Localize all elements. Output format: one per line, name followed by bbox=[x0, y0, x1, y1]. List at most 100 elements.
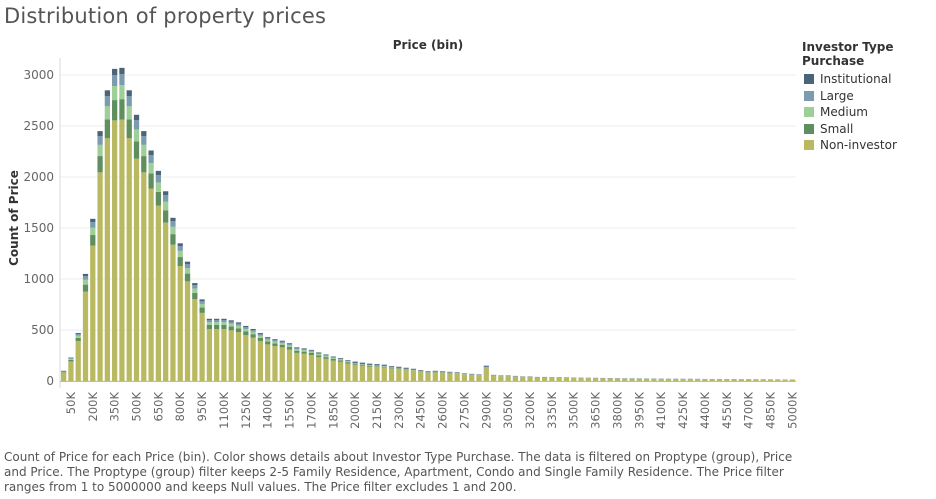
bar-segment-non-investor[interactable] bbox=[345, 363, 351, 381]
bar-1150K[interactable] bbox=[228, 320, 234, 381]
bar-segment-non-investor[interactable] bbox=[680, 379, 686, 381]
bar-segment-large[interactable] bbox=[170, 221, 176, 227]
bar-segment-institutional[interactable] bbox=[447, 371, 453, 373]
bar-segment-large[interactable] bbox=[192, 285, 198, 289]
bar-3550K[interactable] bbox=[578, 377, 584, 381]
bar-segment-small[interactable] bbox=[352, 364, 358, 365]
bar-segment-non-investor[interactable] bbox=[155, 205, 161, 381]
bar-3750K[interactable] bbox=[607, 378, 613, 381]
bar-segment-non-investor[interactable] bbox=[243, 335, 249, 381]
bar-4800K[interactable] bbox=[760, 379, 766, 381]
bar-segment-non-investor[interactable] bbox=[636, 378, 642, 381]
bar-segment-small[interactable] bbox=[141, 156, 147, 173]
bar-segment-medium[interactable] bbox=[133, 129, 140, 142]
bar-3900K[interactable] bbox=[629, 378, 635, 381]
bar-segment-non-investor[interactable] bbox=[381, 367, 387, 381]
bar-segment-non-investor[interactable] bbox=[199, 312, 205, 381]
bar-3350K[interactable] bbox=[549, 377, 555, 381]
bar-segment-large[interactable] bbox=[97, 136, 103, 145]
bar-2900K[interactable] bbox=[483, 365, 489, 381]
bar-segment-non-investor[interactable] bbox=[600, 378, 606, 381]
bar-segment-institutional[interactable] bbox=[221, 318, 227, 321]
bar-segment-medium[interactable] bbox=[250, 331, 256, 335]
bar-segment-institutional[interactable] bbox=[148, 150, 154, 156]
bar-segment-large[interactable] bbox=[133, 120, 140, 130]
bar-segment-small[interactable] bbox=[381, 366, 387, 368]
bar-segment-large[interactable] bbox=[141, 136, 147, 145]
bar-segment-institutional[interactable] bbox=[82, 273, 89, 277]
bar-2650K[interactable] bbox=[447, 371, 453, 381]
bar-segment-non-investor[interactable] bbox=[702, 379, 708, 381]
bar-segment-medium[interactable] bbox=[119, 85, 125, 100]
bar-segment-small[interactable] bbox=[272, 343, 278, 347]
bar-segment-institutional[interactable] bbox=[214, 318, 220, 321]
bar-4000K[interactable] bbox=[643, 378, 650, 381]
bar-segment-non-investor[interactable] bbox=[410, 370, 417, 381]
bar-segment-small[interactable] bbox=[90, 235, 96, 246]
bar-segment-non-investor[interactable] bbox=[658, 378, 664, 381]
bar-segment-large[interactable] bbox=[177, 246, 183, 251]
bar-segment-small[interactable] bbox=[199, 307, 205, 313]
bar-segment-non-investor[interactable] bbox=[607, 378, 613, 381]
bar-segment-institutional[interactable] bbox=[141, 131, 147, 137]
bar-2600K[interactable] bbox=[439, 371, 446, 381]
bar-segment-small[interactable] bbox=[119, 99, 125, 120]
bar-segment-small[interactable] bbox=[403, 369, 409, 370]
bar-segment-non-investor[interactable] bbox=[643, 378, 650, 381]
bar-segment-institutional[interactable] bbox=[184, 261, 191, 265]
bar-segment-small[interactable] bbox=[250, 334, 256, 338]
bar-segment-non-investor[interactable] bbox=[673, 379, 679, 381]
bar-3300K[interactable] bbox=[541, 376, 548, 381]
bar-segment-non-investor[interactable] bbox=[141, 172, 147, 381]
bar-segment-medium[interactable] bbox=[235, 325, 242, 329]
bar-3100K[interactable] bbox=[512, 375, 519, 381]
bar-4200K[interactable] bbox=[673, 378, 679, 381]
bar-segment-institutional[interactable] bbox=[418, 370, 424, 371]
bar-segment-non-investor[interactable] bbox=[388, 368, 395, 381]
bar-segment-non-investor[interactable] bbox=[148, 188, 154, 381]
bar-2550K[interactable] bbox=[432, 370, 438, 381]
bar-segment-large[interactable] bbox=[257, 334, 264, 336]
bar-segment-non-investor[interactable] bbox=[206, 329, 213, 381]
bar-segment-non-investor[interactable] bbox=[82, 291, 89, 381]
bar-400K[interactable] bbox=[119, 67, 125, 381]
legend-item-small[interactable]: Small bbox=[802, 121, 936, 138]
bar-segment-small[interactable] bbox=[235, 328, 242, 333]
bar-segment-large[interactable] bbox=[279, 341, 285, 343]
bar-2750K[interactable] bbox=[461, 373, 468, 381]
bar-segment-non-investor[interactable] bbox=[534, 377, 540, 381]
bar-segment-institutional[interactable] bbox=[352, 361, 358, 363]
bar-4250K[interactable] bbox=[680, 378, 686, 381]
bar-segment-medium[interactable] bbox=[148, 163, 154, 174]
bar-segment-institutional[interactable] bbox=[163, 191, 169, 196]
bar-segment-small[interactable] bbox=[104, 119, 110, 139]
bar-segment-institutional[interactable] bbox=[199, 299, 205, 302]
bar-segment-small[interactable] bbox=[265, 341, 271, 345]
bar-550K[interactable] bbox=[141, 131, 147, 381]
bar-segment-non-investor[interactable] bbox=[556, 377, 562, 381]
bar-segment-institutional[interactable] bbox=[279, 340, 285, 342]
bar-segment-non-investor[interactable] bbox=[323, 358, 329, 381]
bar-segment-non-investor[interactable] bbox=[520, 377, 526, 381]
bar-segment-non-investor[interactable] bbox=[454, 373, 460, 381]
bar-2250K[interactable] bbox=[388, 366, 395, 381]
bar-1450K[interactable] bbox=[272, 339, 278, 381]
bar-segment-small[interactable] bbox=[148, 173, 154, 189]
bar-segment-medium[interactable] bbox=[184, 268, 191, 274]
bar-segment-institutional[interactable] bbox=[439, 371, 446, 372]
bar-segment-medium[interactable] bbox=[308, 351, 315, 354]
bar-segment-small[interactable] bbox=[112, 100, 118, 121]
bar-segment-small[interactable] bbox=[316, 355, 322, 358]
bar-segment-small[interactable] bbox=[388, 368, 395, 369]
bar-segment-institutional[interactable] bbox=[286, 343, 293, 345]
bar-segment-non-investor[interactable] bbox=[760, 379, 766, 381]
bar-segment-large[interactable] bbox=[199, 301, 205, 304]
bar-segment-non-investor[interactable] bbox=[541, 377, 548, 381]
bar-4650K[interactable] bbox=[738, 379, 744, 381]
bar-segment-non-investor[interactable] bbox=[75, 340, 81, 381]
bar-segment-institutional[interactable] bbox=[323, 354, 329, 356]
bar-segment-small[interactable] bbox=[126, 119, 132, 139]
bar-2300K[interactable] bbox=[396, 366, 402, 381]
bar-1950K[interactable] bbox=[345, 360, 351, 381]
bar-1650K[interactable] bbox=[301, 348, 307, 381]
